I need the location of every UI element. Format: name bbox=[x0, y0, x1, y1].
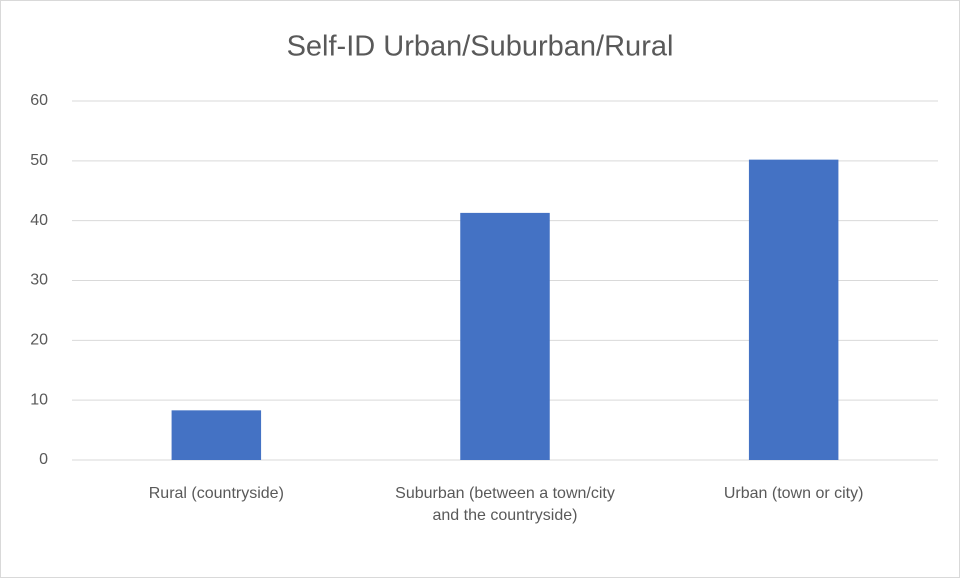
y-tick-label: 50 bbox=[30, 152, 48, 169]
bar bbox=[460, 212, 550, 460]
x-tick-label: Rural (countryside) bbox=[148, 485, 284, 502]
y-tick-label: 30 bbox=[30, 272, 48, 289]
y-tick-label: 10 bbox=[30, 391, 48, 408]
x-tick-label: Urban (town or city) bbox=[723, 485, 864, 502]
y-tick-label: 60 bbox=[30, 92, 48, 109]
y-tick-label: 40 bbox=[30, 212, 48, 229]
y-tick-label: 0 bbox=[39, 451, 48, 468]
y-tick-label: 20 bbox=[30, 332, 48, 349]
bar bbox=[748, 159, 839, 461]
bar bbox=[171, 410, 262, 460]
x-tick-label: Suburban (between a town/city and the co… bbox=[395, 485, 615, 524]
chart-title: Self-ID Urban/Suburban/Rural bbox=[287, 31, 674, 63]
